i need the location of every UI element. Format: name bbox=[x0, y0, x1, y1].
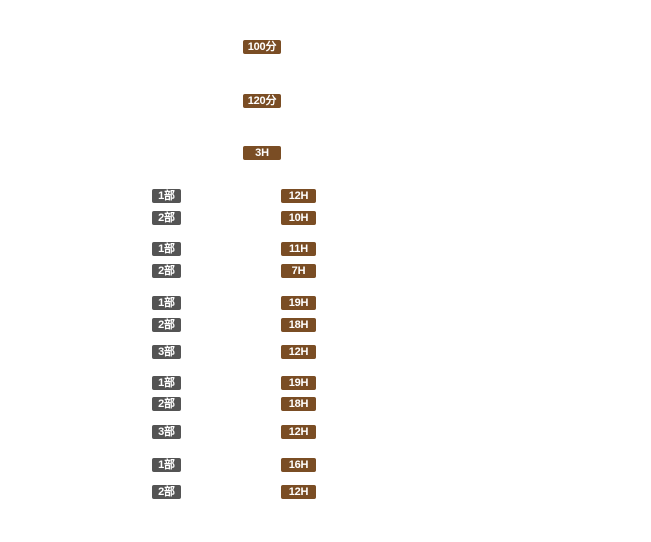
hours-badge: 7H bbox=[281, 264, 316, 278]
part-badge: 2部 bbox=[152, 318, 181, 332]
part-badge: 1部 bbox=[152, 376, 181, 390]
hours-badge: 10H bbox=[281, 211, 316, 225]
part-badge: 1部 bbox=[152, 296, 181, 310]
hours-badge: 12H bbox=[281, 345, 316, 359]
hours-badge: 19H bbox=[281, 296, 316, 310]
plan-badge: 120分 bbox=[243, 94, 281, 108]
hours-badge: 11H bbox=[281, 242, 316, 256]
part-badge: 2部 bbox=[152, 485, 181, 499]
hours-badge: 18H bbox=[281, 397, 316, 411]
part-badge: 3部 bbox=[152, 345, 181, 359]
plan-badge: 3H bbox=[243, 146, 281, 160]
hours-badge: 12H bbox=[281, 485, 316, 499]
hours-badge: 16H bbox=[281, 458, 316, 472]
part-badge: 1部 bbox=[152, 189, 181, 203]
part-badge: 1部 bbox=[152, 458, 181, 472]
part-badge: 2部 bbox=[152, 211, 181, 225]
part-badge: 1部 bbox=[152, 242, 181, 256]
part-badge: 2部 bbox=[152, 397, 181, 411]
hours-badge: 18H bbox=[281, 318, 316, 332]
hours-badge: 19H bbox=[281, 376, 316, 390]
hours-badge: 12H bbox=[281, 425, 316, 439]
part-badge: 2部 bbox=[152, 264, 181, 278]
plan-badge: 100分 bbox=[243, 40, 281, 54]
part-badge: 3部 bbox=[152, 425, 181, 439]
hours-badge: 12H bbox=[281, 189, 316, 203]
